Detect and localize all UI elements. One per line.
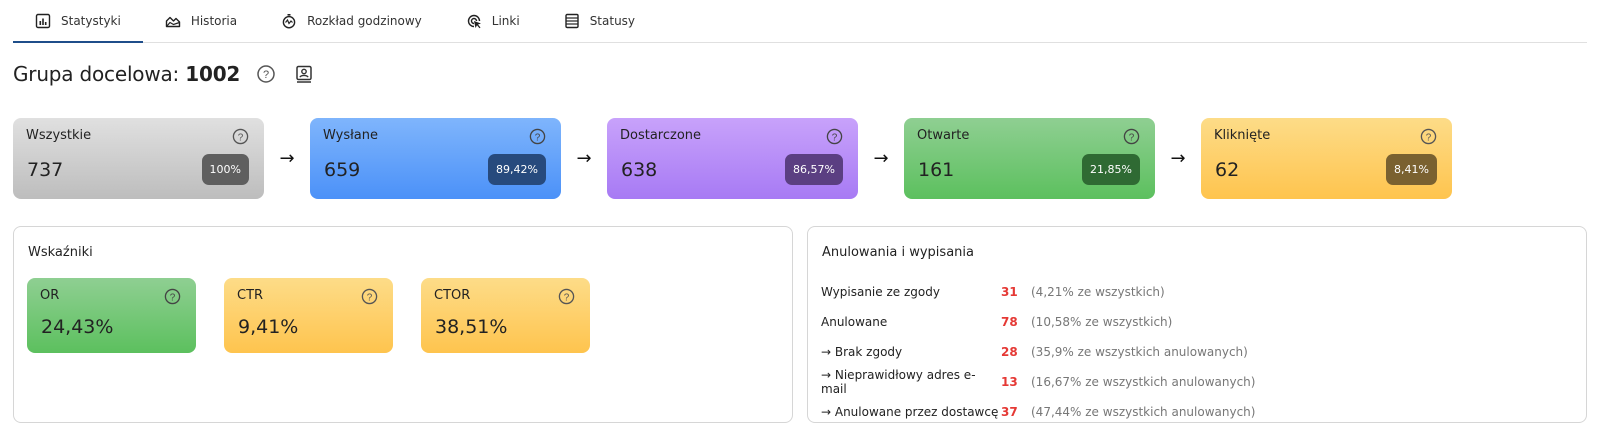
row-percentage: (16,67% ze wszystkich anulowanych) [1031, 375, 1256, 389]
row-label: Anulowane [821, 315, 888, 329]
tab-bar: Statystyki Historia Rozkład godzinowy Li… [13, 0, 1587, 43]
title-prefix: Grupa docelowa: [13, 62, 180, 86]
contact-card-icon[interactable] [294, 64, 314, 84]
svg-text:?: ? [1426, 132, 1432, 143]
funnel-card-value: 161 [918, 159, 955, 181]
funnel-card-label: Dostarczone [620, 128, 702, 143]
help-icon[interactable]: ? [529, 128, 546, 145]
row-count: 13 [1001, 375, 1018, 389]
page-title: Grupa docelowa: 1002 [13, 62, 240, 86]
row-count: 31 [1001, 285, 1018, 299]
percentage-badge: 21,85% [1082, 154, 1140, 185]
funnel-card-value: 638 [621, 159, 658, 181]
funnel-card-value: 737 [27, 159, 64, 181]
tab-statystyki[interactable]: Statystyki [13, 0, 143, 43]
tab-label: Rozkład godzinowy [307, 14, 422, 28]
help-icon[interactable]: ? [361, 288, 378, 305]
bar-chart-icon [35, 13, 51, 29]
percentage-badge: 89,42% [488, 154, 546, 185]
funnel-card-value: 659 [324, 159, 361, 181]
link-click-icon [467, 14, 481, 29]
row-label: → Anulowane przez dostawcę [821, 405, 999, 419]
svg-text:?: ? [1129, 132, 1135, 143]
arrow-right-icon: → [873, 148, 889, 169]
area-chart-icon [165, 16, 181, 28]
row-label: Wypisanie ze zgody [821, 285, 940, 299]
help-icon[interactable]: ? [232, 128, 249, 145]
tab-label: Linki [491, 14, 520, 28]
funnel-card-label: Wszystkie [26, 128, 92, 143]
tab-rozklad-godzinowy[interactable]: Rozkład godzinowy [259, 0, 444, 42]
kpi-card-or: OR ? 24,43% [27, 278, 196, 353]
svg-text:?: ? [535, 132, 541, 143]
list-item: Anulowane 78 (10,58% ze wszystkich) [821, 307, 1255, 337]
svg-text:?: ? [263, 69, 269, 81]
cancellations-panel: Anulowania i wypisania [807, 226, 1587, 423]
help-icon[interactable]: ? [164, 288, 181, 305]
svg-text:?: ? [832, 132, 838, 143]
panel-title: Anulowania i wypisania [822, 245, 974, 260]
kpi-label: OR [40, 288, 60, 303]
list-item: → Brak zgody 28 (35,9% ze wszystkich anu… [821, 337, 1255, 367]
svg-text:?: ? [564, 292, 570, 303]
kpi-value: 9,41% [238, 316, 299, 338]
help-icon[interactable]: ? [1123, 128, 1140, 145]
help-icon[interactable]: ? [826, 128, 843, 145]
funnel-card-label: Otwarte [917, 128, 970, 143]
tab-label: Historia [190, 14, 238, 28]
percentage-badge: 86,57% [785, 154, 843, 185]
list-item: → Nieprawidłowy adres e-mail 13 (16,67% … [821, 367, 1255, 397]
tab-statusy[interactable]: Statusy [542, 0, 657, 42]
percentage-badge: 8,41% [1386, 154, 1437, 185]
row-percentage: (35,9% ze wszystkich anulowanych) [1031, 345, 1248, 359]
help-icon[interactable]: ? [1420, 128, 1437, 145]
funnel-card-delivered: Dostarczone ? 638 86,57% [607, 118, 858, 199]
arrow-right-icon: → [279, 148, 295, 169]
svg-text:?: ? [238, 132, 244, 143]
list-item: → Anulowane przez dostawcę 37 (47,44% ze… [821, 397, 1255, 427]
help-icon[interactable]: ? [256, 64, 276, 84]
kpi-card-ctr: CTR ? 9,41% [224, 278, 393, 353]
funnel-card-opened: Otwarte ? 161 21,85% [904, 118, 1155, 199]
tab-linki[interactable]: Linki [444, 0, 542, 42]
kpi-value: 38,51% [435, 316, 508, 338]
tab-label: Statystyki [61, 14, 121, 28]
funnel: Wszystkie ? 737 100% → Wysłane ? 659 89,… [13, 118, 1452, 199]
kpi-value: 24,43% [41, 316, 114, 338]
page-header: Grupa docelowa: 1002 ? [13, 60, 314, 88]
row-percentage: (4,21% ze wszystkich) [1031, 285, 1165, 299]
percentage-badge: 100% [201, 154, 249, 185]
funnel-card-all: Wszystkie ? 737 100% [13, 118, 264, 199]
help-icon[interactable]: ? [558, 288, 575, 305]
target-group-id: 1002 [185, 62, 241, 86]
funnel-card-label: Wysłane [323, 128, 378, 143]
kpi-card-ctor: CTOR ? 38,51% [421, 278, 590, 353]
list-item: Wypisanie ze zgody 31 (4,21% ze wszystki… [821, 277, 1255, 307]
row-count: 78 [1001, 315, 1018, 329]
row-count: 37 [1001, 405, 1018, 419]
funnel-card-label: Kliknięte [1214, 128, 1271, 143]
funnel-card-value: 62 [1215, 159, 1240, 181]
row-label: → Brak zgody [821, 345, 903, 359]
stopwatch-icon [282, 14, 296, 29]
svg-text:?: ? [367, 292, 373, 303]
svg-text:?: ? [170, 292, 176, 303]
cancellations-list: Wypisanie ze zgody 31 (4,21% ze wszystki… [821, 277, 1255, 427]
kpi-label: CTR [237, 288, 264, 303]
list-icon [564, 13, 579, 29]
kpi-label: CTOR [434, 288, 471, 303]
tab-label: Statusy [589, 14, 636, 28]
row-percentage: (47,44% ze wszystkich anulowanych) [1031, 405, 1256, 419]
funnel-card-clicked: Kliknięte ? 62 8,41% [1201, 118, 1452, 199]
row-label: → Nieprawidłowy adres e-mail [821, 368, 976, 396]
tab-historia[interactable]: Historia [143, 0, 259, 42]
row-count: 28 [1001, 345, 1018, 359]
arrow-right-icon: → [576, 148, 592, 169]
row-percentage: (10,58% ze wszystkich) [1031, 315, 1173, 329]
panel-title: Wskaźniki [28, 245, 93, 260]
arrow-right-icon: → [1170, 148, 1186, 169]
funnel-card-sent: Wysłane ? 659 89,42% [310, 118, 561, 199]
